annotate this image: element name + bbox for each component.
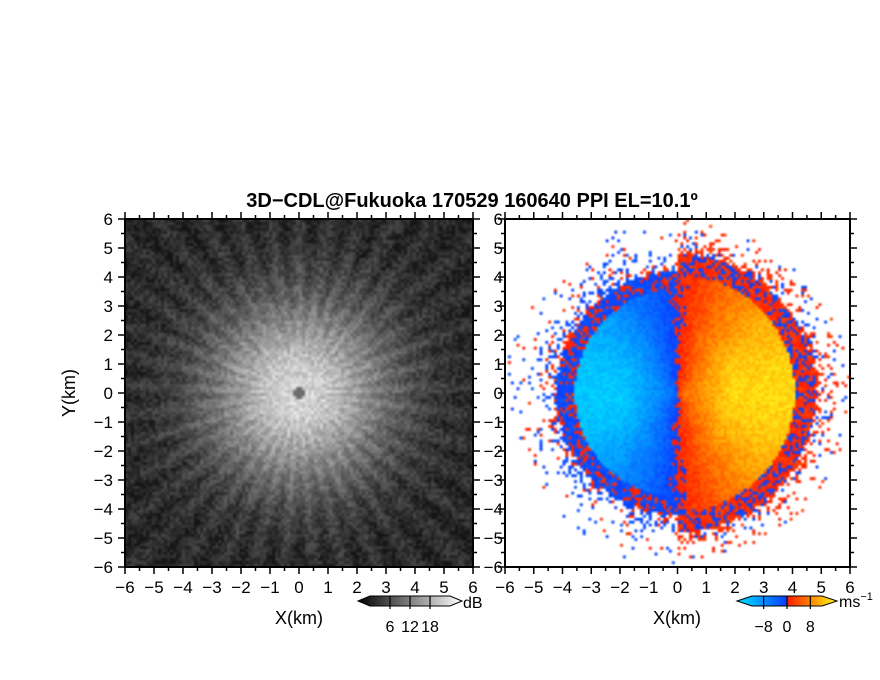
x-tick-label: −4 bbox=[553, 578, 572, 597]
y-tick-label: −4 bbox=[94, 500, 113, 519]
colorbar-tick-label: 8 bbox=[806, 619, 815, 636]
y-tick-label: 0 bbox=[104, 384, 113, 403]
y-tick-label: 2 bbox=[494, 326, 503, 345]
x-tick-label: −6 bbox=[495, 578, 514, 597]
y-tick-label: −6 bbox=[484, 558, 503, 577]
intensity-colorbar-ticks: 6 12 18 bbox=[386, 596, 439, 636]
x-tick-label: 3 bbox=[381, 578, 390, 597]
y-tick-label: −5 bbox=[484, 529, 503, 548]
y-tick-label: 3 bbox=[494, 297, 503, 316]
intensity-y-axis-label: Y(km) bbox=[59, 369, 79, 417]
x-tick-label: 2 bbox=[730, 578, 739, 597]
x-tick-label: 1 bbox=[702, 578, 711, 597]
y-tick-label: 5 bbox=[494, 239, 503, 258]
y-tick-label: 1 bbox=[494, 355, 503, 374]
x-tick-label: 4 bbox=[788, 578, 797, 597]
y-tick-label: −1 bbox=[94, 413, 113, 432]
chart-title: 3D−CDL@Fukuoka 170529 160640 PPI EL=10.1… bbox=[246, 190, 698, 212]
x-tick-label: −2 bbox=[231, 578, 250, 597]
y-tick-label: 2 bbox=[104, 326, 113, 345]
x-tick-label: 4 bbox=[410, 578, 419, 597]
x-tick-label: −3 bbox=[582, 578, 601, 597]
intensity-ticks: −6 −5 −4 −3 −2 −1 0 1 2 3 4 5 6 −6 −5 −4 −3 −2 −1 0 1 2 3 4 5 6 bbox=[94, 210, 480, 597]
x-tick-label: 2 bbox=[352, 578, 361, 597]
velocity-colorbar: −8 0 8 ms−1 bbox=[735, 591, 873, 636]
x-tick-label: −2 bbox=[610, 578, 629, 597]
x-tick-label: 5 bbox=[439, 578, 448, 597]
intensity-x-axis-label: X(km) bbox=[275, 608, 323, 628]
y-tick-label: 6 bbox=[494, 210, 503, 229]
colorbar-tick-label: 18 bbox=[421, 619, 439, 636]
x-tick-label: 3 bbox=[759, 578, 768, 597]
x-tick-label: −4 bbox=[173, 578, 192, 597]
intensity-panel: −6 −5 −4 −3 −2 −1 0 1 2 3 4 5 6 −6 −5 −4 −3 −2 −1 0 1 2 3 4 5 6 X… bbox=[59, 210, 480, 628]
x-tick-label: −5 bbox=[524, 578, 543, 597]
y-tick-label: 6 bbox=[104, 210, 113, 229]
y-tick-label: −5 bbox=[94, 529, 113, 548]
intensity-colorbar-unit: dB bbox=[463, 595, 483, 612]
y-tick-label: −4 bbox=[484, 500, 503, 519]
velocity-x-axis-label: X(km) bbox=[653, 608, 701, 628]
y-tick-label: 4 bbox=[104, 268, 113, 287]
y-tick-label: −3 bbox=[484, 471, 503, 490]
velocity-colorbar-unit-base: ms bbox=[839, 594, 860, 611]
velocity-colorbar-unit: ms−1 bbox=[839, 591, 873, 611]
y-tick-label: 0 bbox=[494, 384, 503, 403]
x-tick-label: 0 bbox=[294, 578, 303, 597]
colorbar-tick-label: 12 bbox=[401, 619, 419, 636]
x-tick-label: 0 bbox=[673, 578, 682, 597]
velocity-colorbar-ticks: −8 0 8 bbox=[755, 596, 815, 636]
y-tick-label: −1 bbox=[484, 413, 503, 432]
x-tick-label: 6 bbox=[845, 578, 854, 597]
x-tick-label: −6 bbox=[115, 578, 134, 597]
y-tick-label: 5 bbox=[104, 239, 113, 258]
colorbar-tick-label: 0 bbox=[783, 619, 792, 636]
y-tick-label: −2 bbox=[484, 442, 503, 461]
x-tick-label: −3 bbox=[202, 578, 221, 597]
y-tick-label: −3 bbox=[94, 471, 113, 490]
x-tick-label: −1 bbox=[639, 578, 658, 597]
colorbar-tick-label: 6 bbox=[386, 619, 395, 636]
y-tick-label: 4 bbox=[494, 268, 503, 287]
colorbar-tick-label: −8 bbox=[755, 619, 773, 636]
x-tick-label: 6 bbox=[468, 578, 477, 597]
y-tick-label: −6 bbox=[94, 558, 113, 577]
velocity-plot-frame bbox=[504, 218, 851, 568]
velocity-colorbar-unit-exponent: −1 bbox=[860, 591, 873, 603]
y-tick-label: −2 bbox=[94, 442, 113, 461]
x-tick-label: −1 bbox=[260, 578, 279, 597]
velocity-heatmap bbox=[505, 219, 850, 567]
x-tick-label: 5 bbox=[817, 578, 826, 597]
intensity-colorbar: 6 12 18 dB bbox=[356, 595, 483, 636]
y-tick-label: 1 bbox=[104, 355, 113, 374]
intensity-heatmap bbox=[125, 219, 473, 567]
y-tick-label: 3 bbox=[104, 297, 113, 316]
x-tick-label: −5 bbox=[144, 578, 163, 597]
x-tick-label: 1 bbox=[323, 578, 332, 597]
intensity-plot-frame bbox=[124, 218, 474, 568]
